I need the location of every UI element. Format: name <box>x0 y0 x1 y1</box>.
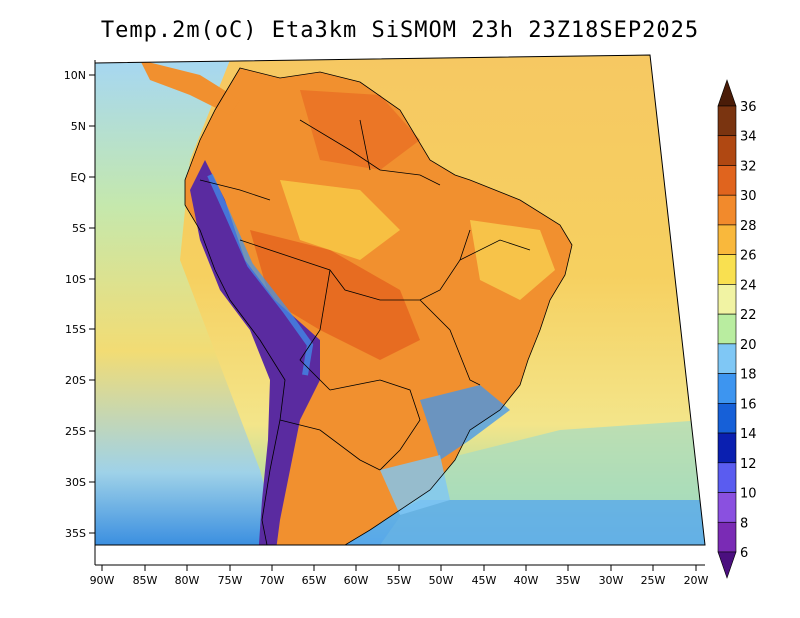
colorbar-upper-arrow <box>717 79 737 107</box>
lon-label-80w: 80W <box>175 574 200 587</box>
amazon-hot-zone <box>250 230 420 360</box>
colorbar-swatch <box>717 343 737 374</box>
south-atlantic-cold-zone <box>330 500 705 545</box>
lon-label-60w: 60W <box>344 574 369 587</box>
central-amazon-mild-zone <box>280 180 400 260</box>
colorbar-swatch <box>717 373 737 404</box>
colorbar-label: 8 <box>740 516 748 531</box>
lon-label-55w: 55W <box>387 574 412 587</box>
lon-label-85w: 85W <box>133 574 158 587</box>
colorbar-swatch <box>717 521 737 553</box>
map-title: Temp.2m(oC) Eta3km SiSMOM 23h 23Z18SEP20… <box>100 18 700 43</box>
colorbar-lower-arrow <box>717 551 737 579</box>
colorbar-label: 16 <box>740 397 757 412</box>
lon-label-45w: 45W <box>472 574 497 587</box>
colorbar-swatch <box>717 105 737 137</box>
lon-label-20w: 20W <box>684 574 709 587</box>
lon-tick-labels: 90W 85W 80W 75W 70W 65W 60W 55W 50W 45W … <box>90 574 709 587</box>
colorbar-swatch <box>717 403 737 434</box>
northeast-mild-zone <box>470 220 555 300</box>
colorbar-label: 10 <box>740 487 757 502</box>
colorbar-swatch <box>717 462 737 493</box>
temperature-field <box>95 55 705 545</box>
colorbar-swatch <box>717 135 737 166</box>
country-borders <box>184 67 573 545</box>
lon-label-40w: 40W <box>514 574 539 587</box>
colorbar-label: 34 <box>740 130 757 145</box>
colorbar-label: 32 <box>740 159 757 174</box>
lon-ticks <box>101 565 697 571</box>
lon-label-75w: 75W <box>218 574 243 587</box>
lat-label-30s: 30S <box>65 476 86 489</box>
lat-ticks <box>89 74 95 534</box>
colorbar-label: 14 <box>740 427 757 442</box>
colorbar-swatch <box>717 432 737 464</box>
lat-label-5n: 5N <box>71 120 86 133</box>
colorbar-label: 12 <box>740 457 757 472</box>
lon-label-65w: 65W <box>302 574 327 587</box>
colorbar-swatch <box>717 284 737 315</box>
colorbar-label: 22 <box>740 308 757 323</box>
colorbar-label: 18 <box>740 368 757 383</box>
andes-slope-band <box>207 173 314 376</box>
lat-label-10n: 10N <box>64 69 86 82</box>
central-america-land <box>140 60 240 115</box>
south-cool-zone <box>380 455 450 515</box>
colorbar-label: 6 <box>740 546 748 561</box>
colorbar-label: 24 <box>740 278 757 293</box>
colorbar-label: 30 <box>740 189 757 204</box>
lon-label-35w: 35W <box>556 574 581 587</box>
colorbar-label: 28 <box>740 219 757 234</box>
guiana-hot-zone <box>300 90 420 170</box>
lon-label-70w: 70W <box>260 574 285 587</box>
colorbar-swatch <box>717 313 737 345</box>
colorbar: 6 8 10 12 14 16 18 20 22 24 26 28 30 32 34 36 <box>717 79 757 579</box>
lat-label-10s: 10S <box>65 273 86 286</box>
colorbar-label: 26 <box>740 249 757 264</box>
lon-label-30w: 30W <box>599 574 624 587</box>
colorbar-swatch <box>717 254 737 285</box>
colorbar-swatch <box>717 194 737 226</box>
lat-label-25s: 25S <box>65 425 86 438</box>
colorbar-swatch <box>717 492 737 523</box>
colorbar-label: 36 <box>740 100 757 115</box>
lat-label-15s: 15S <box>65 323 86 336</box>
colorbar-swatch <box>717 224 737 255</box>
lon-label-25w: 25W <box>641 574 666 587</box>
lon-label-50w: 50W <box>429 574 454 587</box>
pacific-ocean <box>95 60 280 545</box>
lat-label-5s: 5S <box>72 222 86 235</box>
lon-label-90w: 90W <box>90 574 115 587</box>
lat-label-eq: EQ <box>70 171 86 184</box>
lat-tick-labels: 10N 5N EQ 5S 10S 15S 20S 25S 30S 35S <box>64 69 87 540</box>
colorbar-label: 20 <box>740 338 757 353</box>
andes-cold-band <box>190 160 320 545</box>
lat-label-35s: 35S <box>65 527 86 540</box>
lat-label-20s: 20S <box>65 374 86 387</box>
colorbar-swatch <box>717 165 737 196</box>
southeast-cool-zone <box>420 385 510 460</box>
